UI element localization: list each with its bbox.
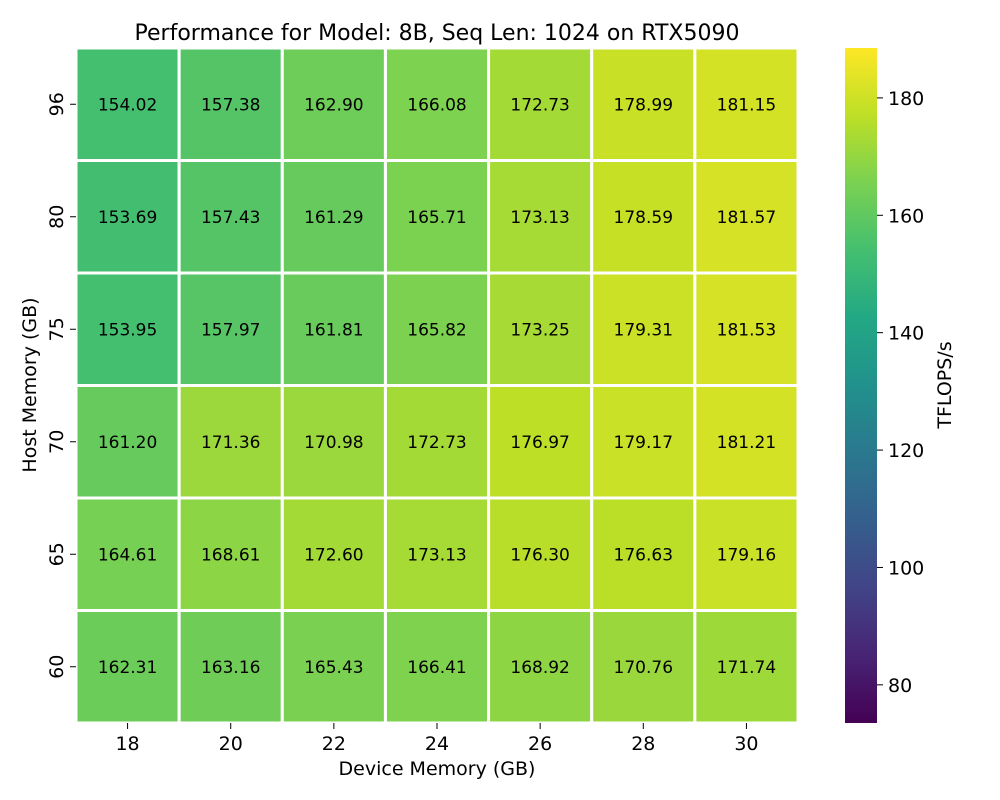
heatmap-cell (177, 271, 284, 387)
cell-value-label: 166.08 (407, 95, 466, 115)
cell-value-label: 172.73 (407, 433, 466, 453)
heatmap-cell (74, 609, 181, 725)
x-axis-label: Device Memory (GB) (339, 758, 536, 780)
cell-value-label: 161.81 (304, 320, 363, 340)
heatmap-cell (693, 609, 800, 725)
cell-value-label: 181.57 (717, 208, 776, 228)
y-tick-label: 96 (46, 92, 68, 116)
x-tick-label: 24 (425, 733, 449, 755)
cell-value-label: 165.82 (407, 320, 466, 340)
heatmap-cell (590, 384, 697, 500)
cell-value-label: 172.60 (304, 545, 363, 565)
y-tick-label: 65 (46, 542, 68, 566)
x-tick-label: 28 (631, 733, 655, 755)
cell-value-label: 166.41 (407, 658, 466, 678)
heatmap-cells: 154.02 157.38 162.90 166.08 172.73 178.99 181.… (74, 46, 800, 725)
heatmap-cell (74, 496, 181, 612)
cell-value-label: 157.38 (201, 95, 260, 115)
colorbar-tick-label: 120 (888, 440, 924, 462)
colorbar-tick-label: 180 (888, 88, 924, 110)
cell-value-label: 179.31 (614, 320, 673, 340)
colorbar: 80 100 120 140 160 180 TFLOPS/s (845, 48, 956, 723)
heatmap-cell (383, 271, 491, 387)
cell-value-label: 170.98 (304, 433, 363, 453)
y-axis-label: Host Memory (GB) (19, 297, 41, 472)
cell-value-label: 168.92 (510, 658, 569, 678)
heatmap-cell (487, 159, 594, 275)
heatmap-cell (280, 271, 387, 387)
cell-value-label: 172.73 (510, 95, 569, 115)
cell-value-label: 179.16 (717, 545, 776, 565)
y-tick-label: 75 (46, 317, 68, 341)
cell-value-label: 181.15 (717, 95, 776, 115)
cell-value-label: 171.74 (717, 658, 776, 678)
cell-value-label: 176.63 (614, 545, 673, 565)
cell-value-label: 157.97 (201, 320, 260, 340)
x-tick-label: 22 (322, 733, 346, 755)
cell-value-label: 170.76 (614, 658, 673, 678)
cell-value-label: 162.31 (98, 658, 157, 678)
cell-value-label: 168.61 (201, 545, 260, 565)
heatmap-cell (177, 46, 284, 162)
colorbar-tick-label: 80 (888, 675, 912, 697)
heatmap-cell (177, 384, 284, 500)
heatmap-cell (693, 384, 800, 500)
y-axis-ticks: 96 80 75 70 65 60 (46, 92, 76, 679)
colorbar-gradient (845, 48, 877, 723)
colorbar-tick-label: 100 (888, 557, 924, 579)
cell-value-label: 178.59 (614, 208, 673, 228)
cell-value-label: 181.53 (717, 320, 776, 340)
heatmap-cell (590, 271, 697, 387)
cell-value-label: 165.43 (304, 658, 363, 678)
y-tick-label: 80 (46, 205, 68, 229)
heatmap-cell (280, 496, 387, 612)
cell-value-label: 163.16 (201, 658, 260, 678)
x-tick-label: 30 (734, 733, 758, 755)
cell-value-label: 176.30 (510, 545, 569, 565)
cell-value-label: 178.99 (614, 95, 673, 115)
cell-value-label: 157.43 (201, 208, 260, 228)
colorbar-tick-label: 160 (888, 205, 924, 227)
cell-value-label: 171.36 (201, 433, 260, 453)
heatmap-cell (280, 159, 387, 275)
heatmap-cell (693, 159, 800, 275)
cell-value-label: 161.20 (98, 433, 157, 453)
heatmap-cell (693, 271, 800, 387)
heatmap-cell (74, 384, 181, 500)
x-tick-label: 18 (115, 733, 139, 755)
x-tick-label: 20 (219, 733, 243, 755)
cell-value-label: 164.61 (98, 545, 157, 565)
x-axis-ticks: 18 20 22 24 26 28 30 (115, 723, 759, 755)
cell-value-label: 161.29 (304, 208, 363, 228)
cell-value-label: 176.97 (510, 433, 569, 453)
colorbar-ticks: 80 100 120 140 160 180 (877, 88, 924, 697)
cell-value-label: 154.02 (98, 95, 157, 115)
y-tick-label: 60 (46, 655, 68, 679)
cell-value-label: 179.17 (614, 433, 673, 453)
heatmap-cell (590, 46, 697, 162)
cell-value-label: 173.13 (510, 208, 569, 228)
colorbar-label: TFLOPS/s (934, 341, 956, 429)
y-tick-label: 70 (46, 430, 68, 454)
cell-value-label: 162.90 (304, 95, 363, 115)
colorbar-tick-label: 140 (888, 323, 924, 345)
cell-value-label: 173.25 (510, 320, 569, 340)
cell-value-label: 165.71 (407, 208, 466, 228)
cell-value-label: 153.69 (98, 208, 157, 228)
heatmap-cell (487, 271, 594, 387)
cell-value-label: 173.13 (407, 545, 466, 565)
heatmap-cell (177, 609, 284, 725)
chart-title: Performance for Model: 8B, Seq Len: 1024… (135, 21, 740, 46)
cell-value-label: 153.95 (98, 320, 157, 340)
x-tick-label: 26 (528, 733, 552, 755)
cell-value-label: 181.21 (717, 433, 776, 453)
